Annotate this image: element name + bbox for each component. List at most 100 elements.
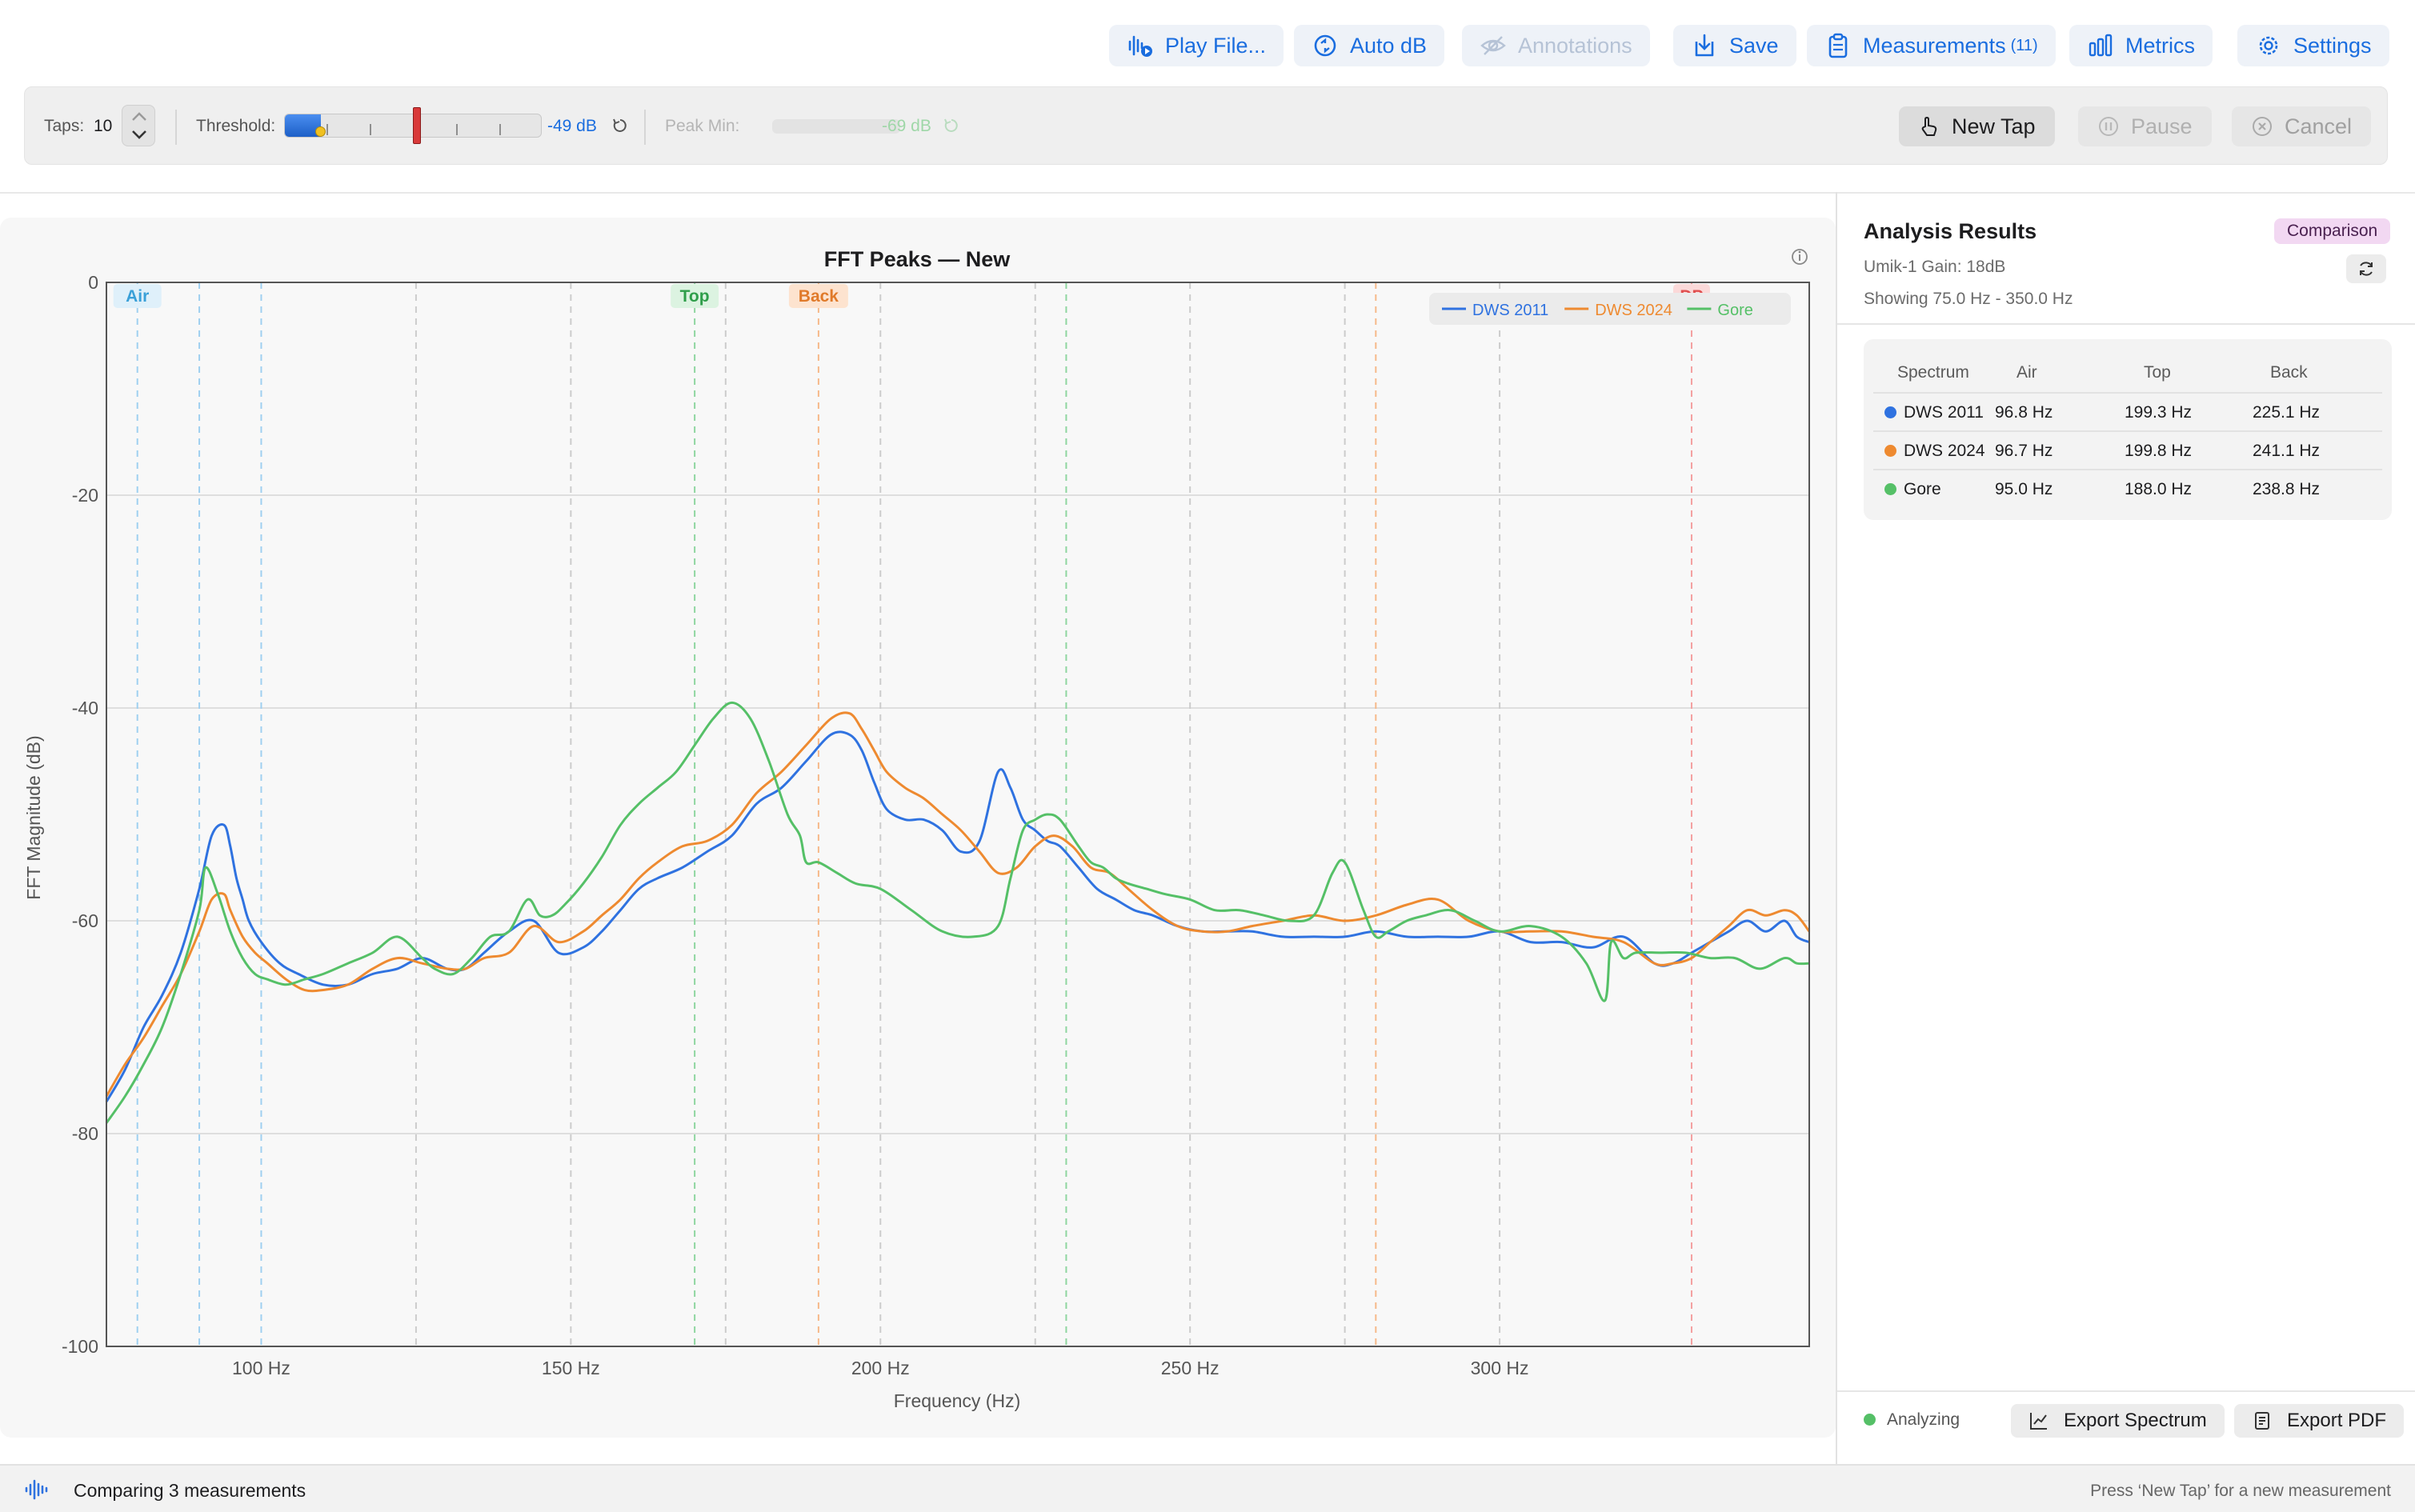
chevron-down-icon[interactable] (130, 128, 149, 141)
threshold-label: Threshold: (196, 117, 276, 135)
slider-tick (370, 124, 371, 135)
peak-min-value: -69 dB (882, 117, 931, 135)
marker-label: Top (680, 287, 710, 306)
y-tick-label: -80 (72, 1123, 98, 1144)
threshold-slider-handle[interactable] (413, 107, 421, 144)
hand-tap-icon (1921, 116, 1937, 136)
refresh-button[interactable] (2346, 254, 2386, 283)
legend-label: DWS 2024 (1595, 302, 1672, 319)
status-indicator-dot (1864, 1414, 1876, 1426)
chevron-up-icon[interactable] (130, 110, 149, 123)
settings-button[interactable]: Settings (2237, 25, 2389, 66)
legend-label: DWS 2011 (1472, 302, 1548, 319)
marker-label-bg (788, 284, 848, 308)
x-tick-label: 100 Hz (232, 1358, 290, 1378)
pause-label: Pause (2131, 114, 2193, 138)
pause-button[interactable]: Pause (2078, 106, 2212, 146)
col-header-back: Back (2270, 363, 2308, 382)
panel-divider (1836, 192, 1837, 1464)
peak-min-slider[interactable] (772, 119, 900, 134)
row-air-value: 96.8 Hz (1995, 403, 2053, 422)
export-pdf-label: Export PDF (2287, 1410, 2387, 1431)
x-tick-label: 150 Hz (542, 1358, 600, 1378)
play-file-button[interactable]: Play File... (1109, 25, 1284, 66)
marker-label: Back (799, 287, 839, 306)
marker-label-bg (671, 284, 719, 308)
taps-stepper[interactable] (122, 105, 155, 146)
series-color-dot (1884, 483, 1896, 495)
threshold-value: -49 dB (547, 117, 597, 135)
info-icon[interactable] (1792, 249, 1808, 265)
waveform-icon (25, 1479, 48, 1500)
top-toolbar: Play File... Auto dB Annotations Save Me… (0, 0, 2415, 86)
export-pdf-button[interactable]: Export PDF (2234, 1404, 2405, 1438)
series-color-dot (1884, 406, 1896, 418)
grid-layer (106, 282, 1809, 1346)
measurements-label: Measurements (1863, 33, 2006, 58)
marker-label: Air (126, 287, 149, 306)
export-spectrum-button[interactable]: Export Spectrum (2011, 1404, 2225, 1438)
refresh-icon (2360, 262, 2373, 276)
slider-tick (499, 124, 501, 135)
annotations-button[interactable]: Annotations (1462, 25, 1650, 66)
level-indicator-dot (315, 126, 326, 137)
series-line-dws-2024 (105, 711, 1811, 1098)
threshold-slider[interactable] (284, 107, 542, 144)
measurements-button[interactable]: Measurements (11) (1807, 25, 2056, 66)
auto-db-button[interactable]: Auto dB (1294, 25, 1445, 66)
save-label: Save (1729, 33, 1779, 58)
table-row[interactable]: DWS 2011 96.8 Hz 199.3 Hz 225.1 Hz (1873, 392, 2382, 430)
axis-layer: 0 -20 -40 -60 -80 -100 100 Hz 150 Hz 200 Hz 250 H… (62, 272, 1810, 1378)
series-line-gore (105, 701, 1810, 1124)
x-tick-label: 300 Hz (1471, 1358, 1529, 1378)
guide-lines-layer: AirTopBackDP (113, 282, 1710, 1346)
measurements-count: (11) (2010, 36, 2038, 54)
row-back-value: 238.8 Hz (2253, 480, 2321, 498)
peak-min-label: Peak Min: (665, 117, 740, 135)
bar-chart-icon (2089, 34, 2113, 57)
settings-label: Settings (2293, 33, 2372, 58)
save-button[interactable]: Save (1673, 25, 1796, 66)
content-divider (0, 192, 2415, 194)
cancel-button[interactable]: Cancel (2232, 106, 2372, 146)
row-air-value: 95.0 Hz (1995, 480, 2053, 498)
row-spectrum-name: DWS 2011 (1904, 403, 1984, 422)
export-spectrum-label: Export Spectrum (2064, 1410, 2207, 1431)
annotations-label: Annotations (1518, 33, 1632, 58)
divider (1837, 323, 2415, 325)
slider-tick (326, 124, 328, 135)
cancel-label: Cancel (2285, 114, 2353, 138)
chart-title: FFT Peaks — New (824, 247, 1011, 271)
device-info: Umik-1 Gain: 18dB (1864, 258, 2006, 276)
slider-tick (456, 124, 458, 135)
auto-db-label: Auto dB (1350, 33, 1428, 58)
reset-peak-min-icon[interactable] (943, 117, 960, 134)
y-tick-label: -20 (72, 485, 98, 506)
row-spectrum-name: DWS 2024 (1904, 442, 1985, 460)
table-row[interactable]: Gore 95.0 Hz 188.0 Hz 238.8 Hz (1873, 469, 2382, 507)
document-icon (2255, 1412, 2269, 1430)
table-row[interactable]: DWS 2024 96.7 Hz 199.8 Hz 241.1 Hz (1873, 430, 2382, 469)
comparison-badge: Comparison (2274, 218, 2391, 244)
new-tap-button[interactable]: New Tap (1899, 106, 2055, 146)
status-hint: Press ‘New Tap’ for a new measurement (2090, 1482, 2391, 1500)
marker-label-bg (113, 284, 162, 308)
frequency-range-info: Showing 75.0 Hz - 350.0 Hz (1864, 290, 2073, 308)
analyzing-status: Analyzing (1887, 1410, 1960, 1429)
reset-threshold-icon[interactable] (611, 117, 629, 134)
metrics-button[interactable]: Metrics (2069, 25, 2213, 66)
series-layer (105, 701, 1811, 1124)
new-tap-label: New Tap (1952, 114, 2036, 138)
clipboard-icon (1828, 33, 1848, 58)
gear-icon (2259, 36, 2278, 55)
auto-sync-icon (1314, 34, 1336, 57)
col-header-spectrum: Spectrum (1897, 363, 1969, 382)
waveform-play-icon (1128, 35, 1152, 57)
divider (1837, 1390, 2415, 1392)
divider (644, 110, 646, 145)
threshold-level-fill (285, 114, 321, 137)
x-tick-label: 200 Hz (851, 1358, 910, 1378)
pause-icon (2099, 117, 2118, 136)
status-bar: Comparing 3 measurements Press ‘New Tap’… (0, 1464, 2415, 1512)
